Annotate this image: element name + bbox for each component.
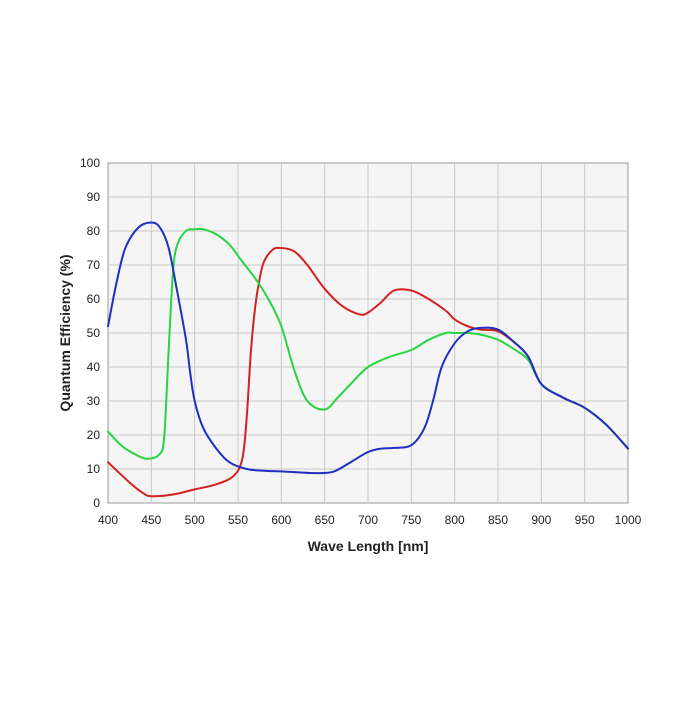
x-tick-label: 750	[401, 513, 421, 527]
y-tick-label: 70	[87, 258, 101, 272]
y-tick-label: 30	[87, 394, 101, 408]
x-tick-label: 400	[98, 513, 118, 527]
y-tick-label: 60	[87, 292, 101, 306]
x-tick-label: 900	[531, 513, 551, 527]
blue-series-line	[107, 221, 629, 475]
y-tick-label: 100	[80, 156, 100, 170]
x-tick-label: 850	[488, 513, 508, 527]
x-tick-label: 500	[185, 513, 205, 527]
series-group	[107, 221, 629, 498]
green-series-line	[107, 227, 629, 460]
y-axis-ticks: 0 10 20 30 40 50 60 70 80 90 100	[80, 156, 100, 510]
x-axis-ticks: 400 450 500 550 600 650 700 750 800 850 900 950 1000	[98, 513, 642, 527]
x-tick-label: 950	[575, 513, 595, 527]
y-tick-label: 20	[87, 428, 101, 442]
x-tick-label: 700	[358, 513, 378, 527]
y-tick-label: 80	[87, 224, 101, 238]
x-tick-label: 600	[271, 513, 291, 527]
x-tick-label: 1000	[615, 513, 642, 527]
x-tick-label: 650	[315, 513, 335, 527]
x-tick-label: 450	[141, 513, 161, 527]
y-tick-label: 90	[87, 190, 101, 204]
y-tick-label: 40	[87, 360, 101, 374]
x-axis-title: Wave Length [nm]	[308, 538, 429, 554]
x-tick-label: 550	[228, 513, 248, 527]
y-tick-label: 10	[87, 462, 101, 476]
y-tick-label: 0	[93, 496, 100, 510]
y-tick-label: 50	[87, 326, 101, 340]
x-tick-label: 800	[445, 513, 465, 527]
y-axis-title: Quantum Efficiency (%)	[57, 254, 73, 411]
